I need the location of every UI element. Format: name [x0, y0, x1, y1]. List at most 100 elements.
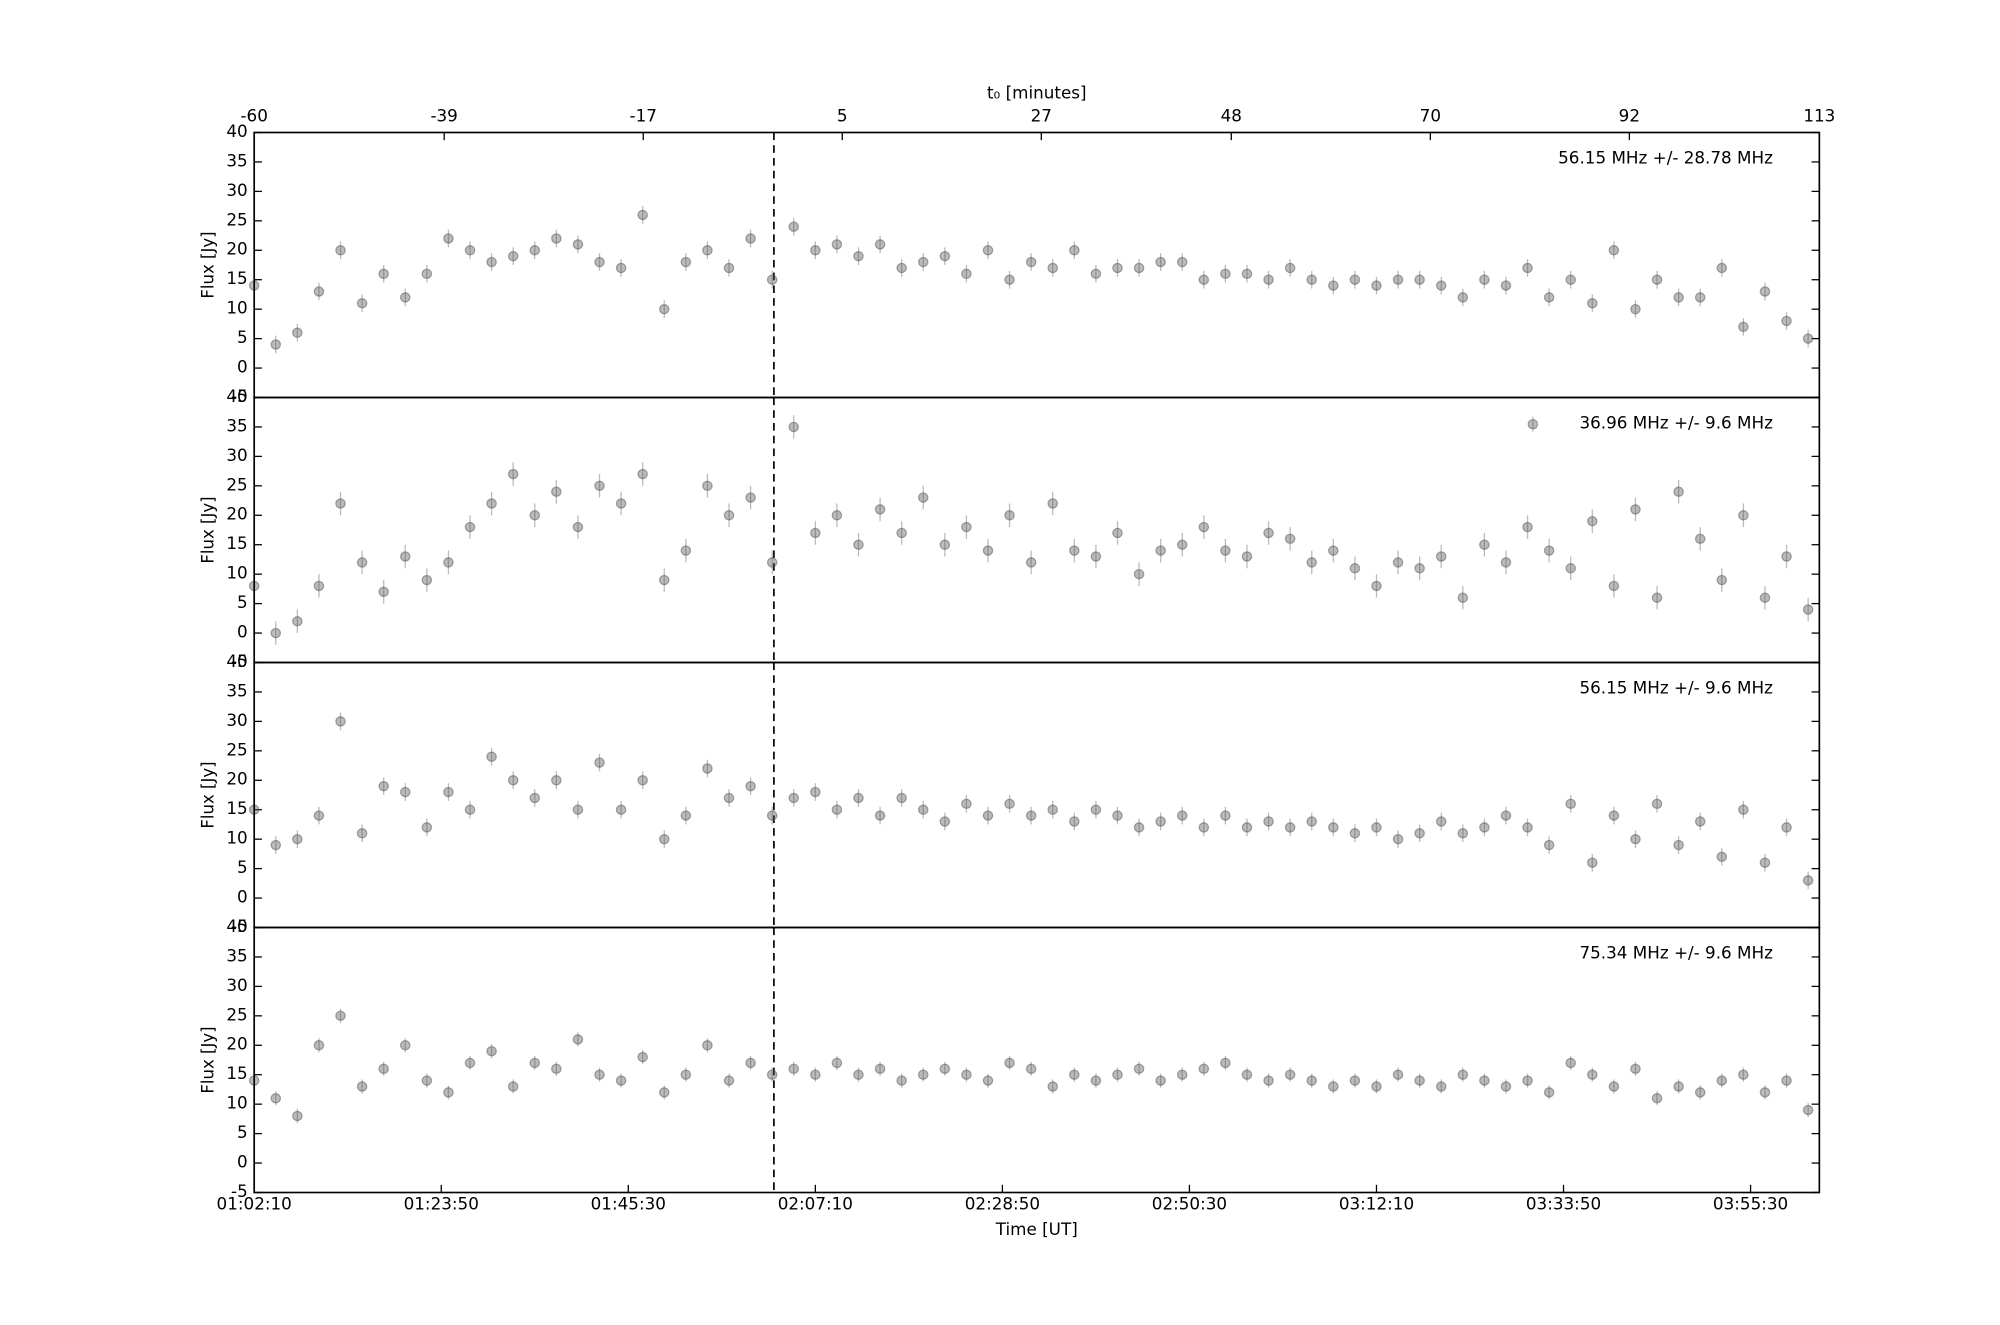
data-point	[421, 574, 433, 586]
x-tick-label: 03:12:10	[1339, 1195, 1414, 1214]
data-point	[421, 268, 433, 280]
data-point	[1371, 1081, 1382, 1092]
data-point	[1047, 804, 1059, 815]
data-point	[702, 245, 713, 256]
data-point	[1802, 604, 1814, 615]
data-point	[464, 521, 476, 533]
data-point	[1112, 527, 1123, 539]
data-point	[1263, 816, 1274, 827]
y-tick-label: 30	[226, 446, 247, 465]
data-point	[551, 1063, 562, 1075]
data-point	[335, 498, 346, 509]
data-point	[853, 792, 864, 804]
data-point	[1608, 1081, 1620, 1092]
data-point	[723, 792, 735, 804]
data-point	[1069, 1069, 1080, 1080]
data-point	[810, 245, 821, 256]
data-point	[680, 1069, 692, 1080]
x2-tick-label: -60	[240, 107, 267, 126]
data-point	[1198, 822, 1210, 833]
data-point	[939, 539, 951, 550]
data-point	[680, 256, 692, 268]
data-point	[1133, 568, 1145, 580]
data-point	[1759, 1087, 1771, 1098]
data-point	[1349, 828, 1361, 839]
y-tick-label: 0	[237, 1153, 248, 1172]
y-tick-label: 25	[226, 210, 247, 229]
data-point	[1479, 822, 1490, 833]
data-point	[1306, 274, 1318, 285]
data-point	[1220, 810, 1231, 821]
data-point	[1651, 274, 1663, 285]
legend-label: 75.34 MHz +/- 9.6 MHz	[1579, 944, 1773, 963]
data-point	[702, 480, 713, 492]
data-point	[1263, 274, 1274, 285]
data-point	[637, 775, 648, 786]
x2-tick-label: 5	[837, 107, 848, 126]
data-point	[1349, 563, 1361, 574]
data-point	[1220, 268, 1231, 280]
data-point	[1004, 798, 1015, 810]
data-point	[766, 274, 778, 285]
plot-frame	[253, 661, 1821, 929]
data-point	[356, 828, 368, 839]
data-point	[1673, 292, 1684, 303]
data-point	[917, 804, 929, 815]
data-point	[1198, 521, 1210, 533]
x-tick-label: 02:28:50	[965, 1195, 1040, 1214]
data-point	[658, 574, 670, 586]
data-point	[766, 1069, 778, 1080]
data-point	[1565, 563, 1577, 574]
data-point	[637, 1051, 648, 1063]
data-point	[292, 833, 303, 845]
data-point	[1069, 816, 1080, 827]
data-point	[1392, 557, 1404, 568]
data-point	[1630, 833, 1641, 845]
x-tick-label: 02:50:30	[1152, 1195, 1227, 1214]
y-tick-label: 0	[237, 358, 248, 377]
data-point	[399, 292, 411, 303]
legend-marker	[1527, 419, 1539, 430]
y-tick-label: 5	[237, 858, 248, 877]
data-point	[1694, 816, 1706, 827]
data-point	[1371, 280, 1382, 291]
data-point	[486, 751, 497, 762]
data-point	[356, 1081, 368, 1092]
data-point	[486, 1045, 497, 1057]
data-point	[1198, 274, 1210, 285]
y-axis-label: Flux [Jy]	[198, 496, 217, 563]
data-point	[1241, 1069, 1253, 1080]
data-point	[1802, 875, 1814, 886]
data-point	[1155, 816, 1166, 827]
y-tick-label: 30	[226, 711, 247, 730]
data-point	[335, 1010, 346, 1022]
data-point	[1716, 851, 1728, 863]
data-point	[831, 239, 843, 250]
data-point	[270, 1093, 282, 1104]
data-point	[853, 1069, 864, 1080]
data-point	[507, 468, 519, 480]
data-point	[874, 504, 886, 515]
data-point	[1500, 1081, 1512, 1092]
data-point	[1802, 1104, 1814, 1116]
data-point	[464, 245, 476, 256]
data-point	[572, 239, 584, 250]
data-point	[615, 1075, 627, 1086]
y-tick-label: 0	[237, 888, 248, 907]
data-point	[1371, 580, 1382, 592]
data-point	[896, 792, 907, 804]
data-point	[1133, 822, 1145, 833]
x2-tick-label: 113	[1803, 107, 1835, 126]
y-tick-label: 25	[226, 1005, 247, 1024]
data-point	[1263, 1075, 1274, 1086]
data-point	[658, 303, 670, 315]
data-point	[874, 239, 886, 250]
data-point	[917, 1069, 929, 1080]
data-point	[1522, 262, 1533, 274]
data-point	[1284, 1069, 1296, 1080]
data-point	[356, 557, 368, 568]
data-point	[745, 1057, 756, 1069]
data-point	[1176, 539, 1188, 550]
data-point	[1241, 551, 1253, 562]
y-tick-label: 15	[226, 534, 247, 553]
